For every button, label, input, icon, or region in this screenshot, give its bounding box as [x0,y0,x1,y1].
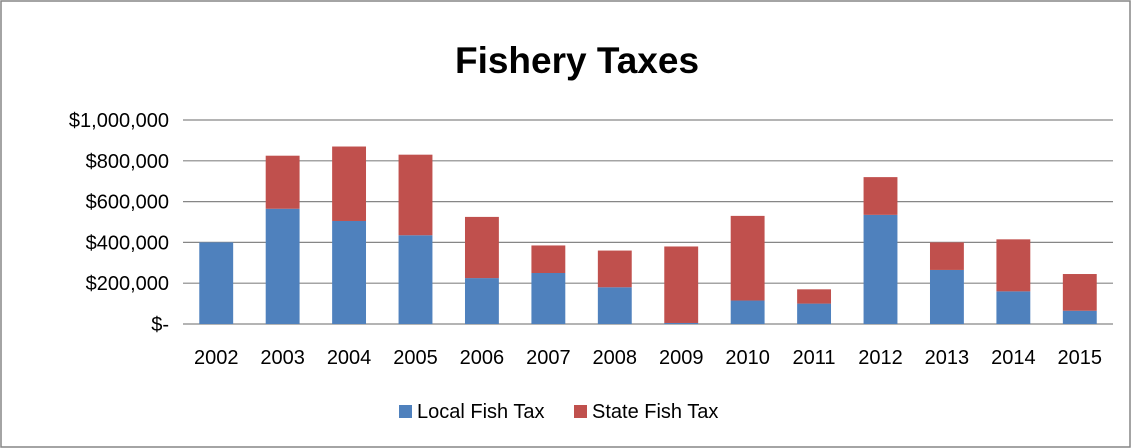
bar-state-fish-tax-2009 [664,246,699,323]
x-tick-label: 2012 [858,347,903,369]
bar-state-fish-tax-2012 [863,177,898,215]
x-tick-label: 2004 [327,347,372,369]
bar-local-fish-tax-2015 [1062,310,1097,324]
x-tick-label: 2011 [793,347,836,369]
bar-local-fish-tax-2012 [863,214,898,324]
bar-state-fish-tax-2008 [597,250,632,288]
x-tick-label: 2008 [593,347,638,369]
bar-local-fish-tax-2002 [199,242,234,324]
bar-state-fish-tax-2007 [531,245,566,273]
bar-local-fish-tax-2003 [265,208,300,324]
bar-state-fish-tax-2015 [1062,274,1097,311]
y-tick-label: $800,000 [86,151,169,173]
bar-state-fish-tax-2006 [464,216,499,279]
bar-local-fish-tax-2013 [929,269,964,324]
bar-local-fish-tax-2007 [531,273,566,324]
legend-label: Local Fish Tax [417,401,544,423]
bar-state-fish-tax-2003 [265,155,300,209]
bar-local-fish-tax-2010 [730,300,765,324]
legend-label: State Fish Tax [592,401,718,423]
y-tick-label: $1,000,000 [69,110,169,132]
bar-state-fish-tax-2010 [730,215,765,301]
x-tick-label: 2014 [991,347,1036,369]
bar-local-fish-tax-2005 [398,235,433,324]
x-tick-label: 2002 [194,347,239,369]
bar-local-fish-tax-2008 [597,287,632,324]
x-axis-tick-labels: 2002 2003 2004 2005 2006 2007 2008 2009 2010 2011… [194,347,1102,369]
bar-state-fish-tax-2014 [996,239,1031,292]
bar-state-fish-tax-2005 [398,154,433,236]
x-tick-label: 2010 [725,347,770,369]
bar-state-fish-tax-2004 [332,146,367,221]
bar-local-fish-tax-2011 [797,303,832,324]
legend-swatch-state-fish-tax [574,405,587,418]
y-tick-label: $600,000 [86,192,169,214]
bar-local-fish-tax-2006 [464,278,499,324]
x-tick-label: 2015 [1058,347,1103,369]
x-tick-label: 2006 [460,347,505,369]
x-tick-label: 2013 [925,347,970,369]
x-tick-label: 2007 [526,347,571,369]
x-tick-label: 2003 [260,347,305,369]
bar-state-fish-tax-2011 [797,289,832,304]
chart-title: Fishery Taxes [455,40,699,81]
y-tick-label: $200,000 [86,273,169,295]
y-axis-tick-labels: $- $200,000 $400,000 $600,000 $800,000 $1,000… [69,110,169,336]
y-tick-label: $- [151,314,169,336]
legend-swatch-local-fish-tax [399,405,412,418]
x-tick-label: 2009 [659,347,704,369]
y-tick-label: $400,000 [86,232,169,254]
bar-local-fish-tax-2014 [996,291,1031,324]
bar-local-fish-tax-2004 [332,220,367,324]
bars [199,146,1097,324]
bar-state-fish-tax-2013 [929,242,964,270]
legend: Local Fish Tax State Fish Tax [399,401,718,423]
x-tick-label: 2005 [393,347,438,369]
bar-local-fish-tax-2009 [664,322,699,324]
